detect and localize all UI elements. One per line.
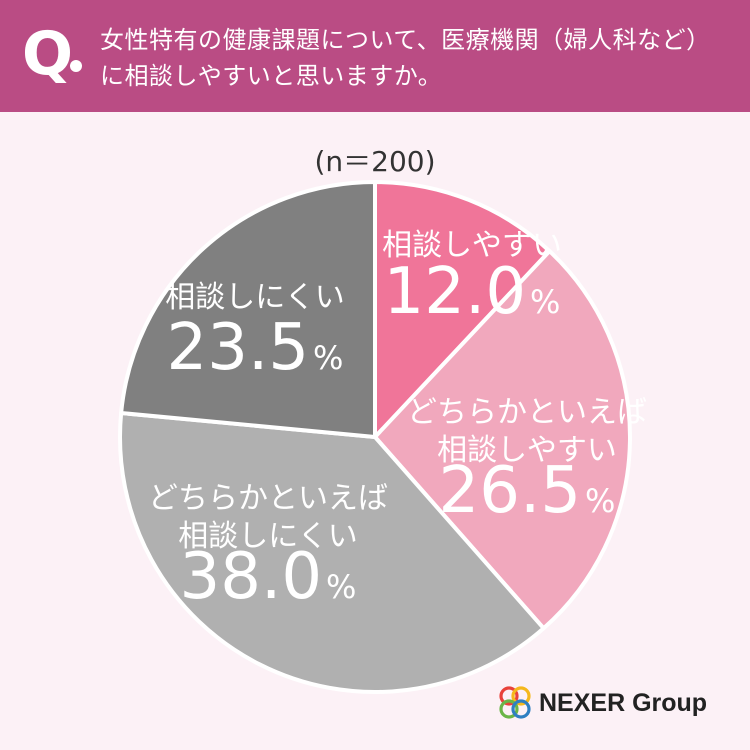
question-text: 女性特有の健康課題について、医療機関（婦人科など） に相談しやすいと思いますか。 bbox=[100, 22, 740, 94]
slice-label-4-line-1: 相談しにくい bbox=[165, 280, 344, 315]
question-line-1: 女性特有の健康課題について、医療機関（婦人科など） bbox=[100, 26, 711, 54]
logo-ring-2 bbox=[511, 686, 531, 706]
slice-label-1-line-1: 相談しやすい bbox=[382, 228, 562, 263]
slice-value-3: 38.0% bbox=[180, 540, 357, 614]
nexer-logo-icon bbox=[499, 686, 531, 719]
question-line-2: に相談しやすいと思いますか。 bbox=[100, 62, 443, 90]
pie-slice-1 bbox=[373, 180, 552, 439]
sample-size-label: (n＝200) bbox=[314, 145, 436, 178]
slice-value-4: 23.5% bbox=[167, 311, 344, 385]
pie-slice-3 bbox=[118, 411, 546, 694]
slice-label-3-line-1: どちらかといえば bbox=[148, 481, 388, 516]
nexer-logo: NEXER Group bbox=[495, 683, 735, 723]
pie-slice-2 bbox=[373, 249, 632, 631]
slice-label-2-line-1: どちらかといえば bbox=[407, 395, 647, 430]
q-dot bbox=[70, 60, 82, 72]
logo-ring-4 bbox=[511, 699, 531, 719]
pie-slice-4 bbox=[119, 180, 377, 439]
q-mark: Q bbox=[22, 19, 74, 89]
slice-value-2: 26.5% bbox=[439, 454, 616, 528]
question-header: Q 女性特有の健康課題について、医療機関（婦人科など） に相談しやすいと思います… bbox=[0, 0, 750, 112]
logo-text: NEXER Group bbox=[539, 689, 708, 717]
logo-ring-1 bbox=[499, 686, 519, 706]
slice-label-2-line-2: 相談しやすい bbox=[437, 433, 617, 468]
slice-value-1: 12.0% bbox=[384, 255, 561, 329]
logo-ring-3 bbox=[499, 699, 519, 719]
slice-label-3-line-2: 相談しにくい bbox=[178, 519, 357, 554]
